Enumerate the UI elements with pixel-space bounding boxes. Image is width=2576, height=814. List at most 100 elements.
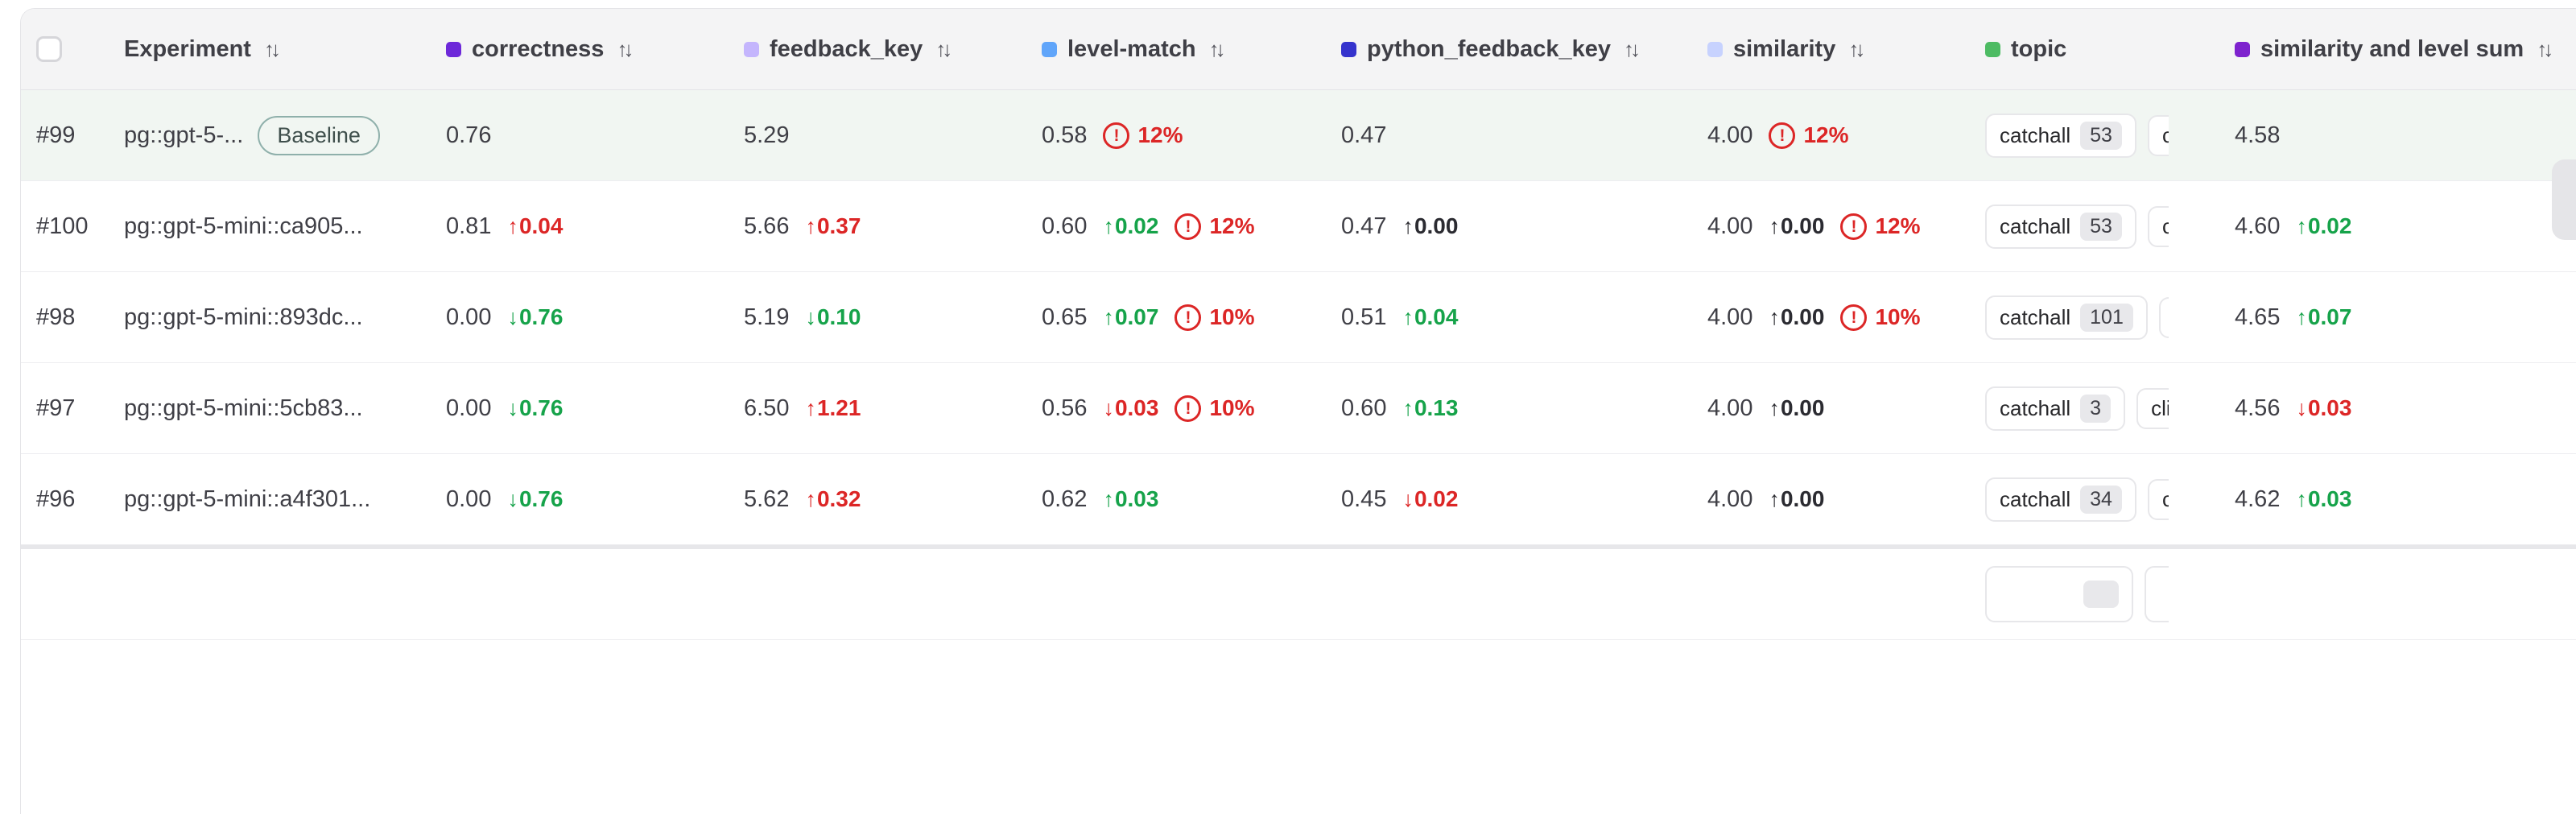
topic-tag: c <box>2158 296 2169 338</box>
sort-icon[interactable]: ↑↓ <box>1848 36 1865 61</box>
baseline-badge: Baseline <box>258 115 380 155</box>
table-row[interactable]: #97 pg::gpt-5-mini::5cb83... 0.00 ↓0.76 6.50… <box>21 363 2576 454</box>
warning-icon: ! <box>1840 304 1868 331</box>
delta-arrow-icon: ↓ <box>2296 396 2307 420</box>
column-header-python-feedback-key[interactable]: python_feedback_key ↑↓ <box>1341 36 1707 63</box>
delta-arrow-icon: ↑ <box>1769 396 1780 420</box>
topic-label: c <box>2162 487 2169 512</box>
experiment-name[interactable]: pg::gpt-5-mini::a4f301... <box>124 486 371 512</box>
sort-icon[interactable]: ↑↓ <box>2537 36 2553 61</box>
sort-icon[interactable]: ↑↓ <box>935 36 952 61</box>
metric-cell-feedback-key: 6.50 ↑1.21 <box>744 395 1042 422</box>
metric-cell-similarity-and-level-sum: 4.56 ↓0.03 <box>2169 395 2576 422</box>
experiment-name[interactable]: pg::gpt-5-mini::893dc... <box>124 304 363 330</box>
delta-arrow-icon: ↑ <box>1769 214 1780 238</box>
row-index: #97 <box>36 395 76 421</box>
metric-value: 0.81 <box>446 213 492 239</box>
metric-delta: ↑1.21 <box>805 395 861 420</box>
experiment-cell: pg::gpt-5-mini::a4f301... <box>124 486 446 513</box>
metric-cell-similarity: 4.00! 12% <box>1707 122 1985 149</box>
metric-cell-feedback-key: 5.29 <box>744 122 1042 149</box>
experiment-cell: pg::gpt-5-... Baseline <box>124 115 446 155</box>
metric-value: 4.00 <box>1707 304 1753 330</box>
warning-percent: 12% <box>1875 213 1921 238</box>
metric-color-swatch <box>1341 41 1356 57</box>
topic-label <box>2159 582 2169 606</box>
delta-arrow-icon: ↓ <box>1103 396 1114 420</box>
topic-tag: cli <box>2136 387 2169 429</box>
experiment-name[interactable]: pg::gpt-5-mini::5cb83... <box>124 395 363 421</box>
topic-count: 3 <box>2080 394 2112 423</box>
partial-next-row-container <box>21 549 2576 640</box>
experiments-comparison-table: Experiment ↑↓ correctness ↑↓ feedback_key ↑… <box>20 8 2576 814</box>
regression-warning: ! 12% <box>1769 122 1849 149</box>
metric-color-swatch <box>1985 41 2000 57</box>
topic-tag: c <box>2147 114 2169 156</box>
delta-arrow-icon: ↓ <box>507 305 518 329</box>
metric-cell-level-match: 0.56 ↓0.03! 10% <box>1042 395 1341 422</box>
column-header-similarity[interactable]: similarity ↑↓ <box>1707 36 1985 63</box>
column-label-experiment: Experiment <box>124 35 251 62</box>
metric-delta: ↑0.03 <box>1103 486 1159 511</box>
metric-cell-similarity-and-level-sum: 4.60 ↑0.02 <box>2169 213 2576 240</box>
metric-cell-python-feedback-key: 0.60 ↑0.13 <box>1341 395 1707 422</box>
delta-arrow-icon: ↑ <box>2296 214 2307 238</box>
column-header-sum[interactable]: similarity and level sum ↑↓ <box>2169 36 2576 63</box>
table-row[interactable]: #99 pg::gpt-5-... Baseline 0.76 5.29 0.58! 12%… <box>21 90 2576 181</box>
select-all-checkbox[interactable] <box>36 36 62 62</box>
regression-warning: ! 10% <box>1840 304 1921 331</box>
metric-cell-python-feedback-key: 0.51 ↑0.04 <box>1341 304 1707 331</box>
delta-arrow-icon: ↑ <box>2296 305 2307 329</box>
metric-cell-similarity: 4.00 ↑0.00 <box>1707 395 1985 422</box>
sort-icon[interactable]: ↑↓ <box>617 36 634 61</box>
sort-icon[interactable]: ↑↓ <box>1624 36 1641 61</box>
warning-percent: 12% <box>1137 122 1183 147</box>
column-header-feedback-key[interactable]: feedback_key ↑↓ <box>744 36 1042 63</box>
metric-value: 5.62 <box>744 486 790 512</box>
row-index-cell: #100 <box>21 213 124 240</box>
column-header-correctness[interactable]: correctness ↑↓ <box>446 36 744 63</box>
warning-percent: 10% <box>1875 304 1921 329</box>
sort-icon[interactable]: ↑↓ <box>263 36 281 61</box>
table-row[interactable]: #100 pg::gpt-5-mini::ca905... 0.81 ↑0.04 5.6… <box>21 181 2576 272</box>
topic-label: catchall <box>2000 304 2071 329</box>
experiment-cell: pg::gpt-5-mini::ca905... <box>124 213 446 240</box>
metric-delta: ↑0.00 <box>1769 486 1825 511</box>
column-header-experiment[interactable]: Experiment ↑↓ <box>124 36 446 63</box>
column-label: topic <box>2011 35 2067 62</box>
delta-arrow-icon: ↑ <box>805 396 816 420</box>
metric-color-swatch <box>744 41 759 57</box>
metric-color-swatch <box>2235 41 2250 57</box>
vertical-scrollbar-thumb[interactable] <box>2552 159 2576 240</box>
column-label: feedback_key <box>770 35 923 62</box>
topic-tag: catchall 53 <box>1985 204 2136 249</box>
regression-warning: ! 10% <box>1174 304 1255 331</box>
column-header-level-match[interactable]: level-match ↑↓ <box>1042 36 1341 63</box>
topic-cell: catchall 34 c <box>1985 477 2169 522</box>
row-index-cell: #97 <box>21 395 124 422</box>
metric-cell-correctness: 0.81 ↑0.04 <box>446 213 744 240</box>
warning-percent: 10% <box>1209 395 1255 420</box>
experiment-name[interactable]: pg::gpt-5-mini::ca905... <box>124 213 363 239</box>
experiment-name[interactable]: pg::gpt-5-... <box>124 122 244 148</box>
select-all-cell <box>21 36 124 62</box>
row-index-cell: #99 <box>21 122 124 149</box>
row-index: #99 <box>36 122 76 148</box>
table-row[interactable] <box>21 549 2576 640</box>
sort-icon[interactable]: ↑↓ <box>1208 36 1226 61</box>
metric-value: 0.76 <box>446 122 492 148</box>
metric-delta: ↑0.00 <box>1769 304 1825 329</box>
metric-value: 0.60 <box>1341 395 1387 421</box>
delta-arrow-icon: ↑ <box>1769 305 1780 329</box>
metric-cell-feedback-key: 5.66 ↑0.37 <box>744 213 1042 240</box>
table-row[interactable]: #96 pg::gpt-5-mini::a4f301... 0.00 ↓0.76 5.6… <box>21 454 2576 545</box>
table-row[interactable]: #98 pg::gpt-5-mini::893dc... 0.00 ↓0.76 5.19… <box>21 272 2576 363</box>
metric-delta: ↑0.03 <box>2296 486 2352 511</box>
metric-value: 5.19 <box>744 304 790 330</box>
delta-arrow-icon: ↑ <box>1769 487 1780 511</box>
topic-cell: catchall 53 c <box>1985 113 2169 158</box>
delta-arrow-icon: ↓ <box>805 305 816 329</box>
delta-arrow-icon: ↓ <box>507 396 518 420</box>
table-body: #99 pg::gpt-5-... Baseline 0.76 5.29 0.58! 12%… <box>21 90 2576 545</box>
metric-delta: ↑0.07 <box>1103 304 1159 329</box>
